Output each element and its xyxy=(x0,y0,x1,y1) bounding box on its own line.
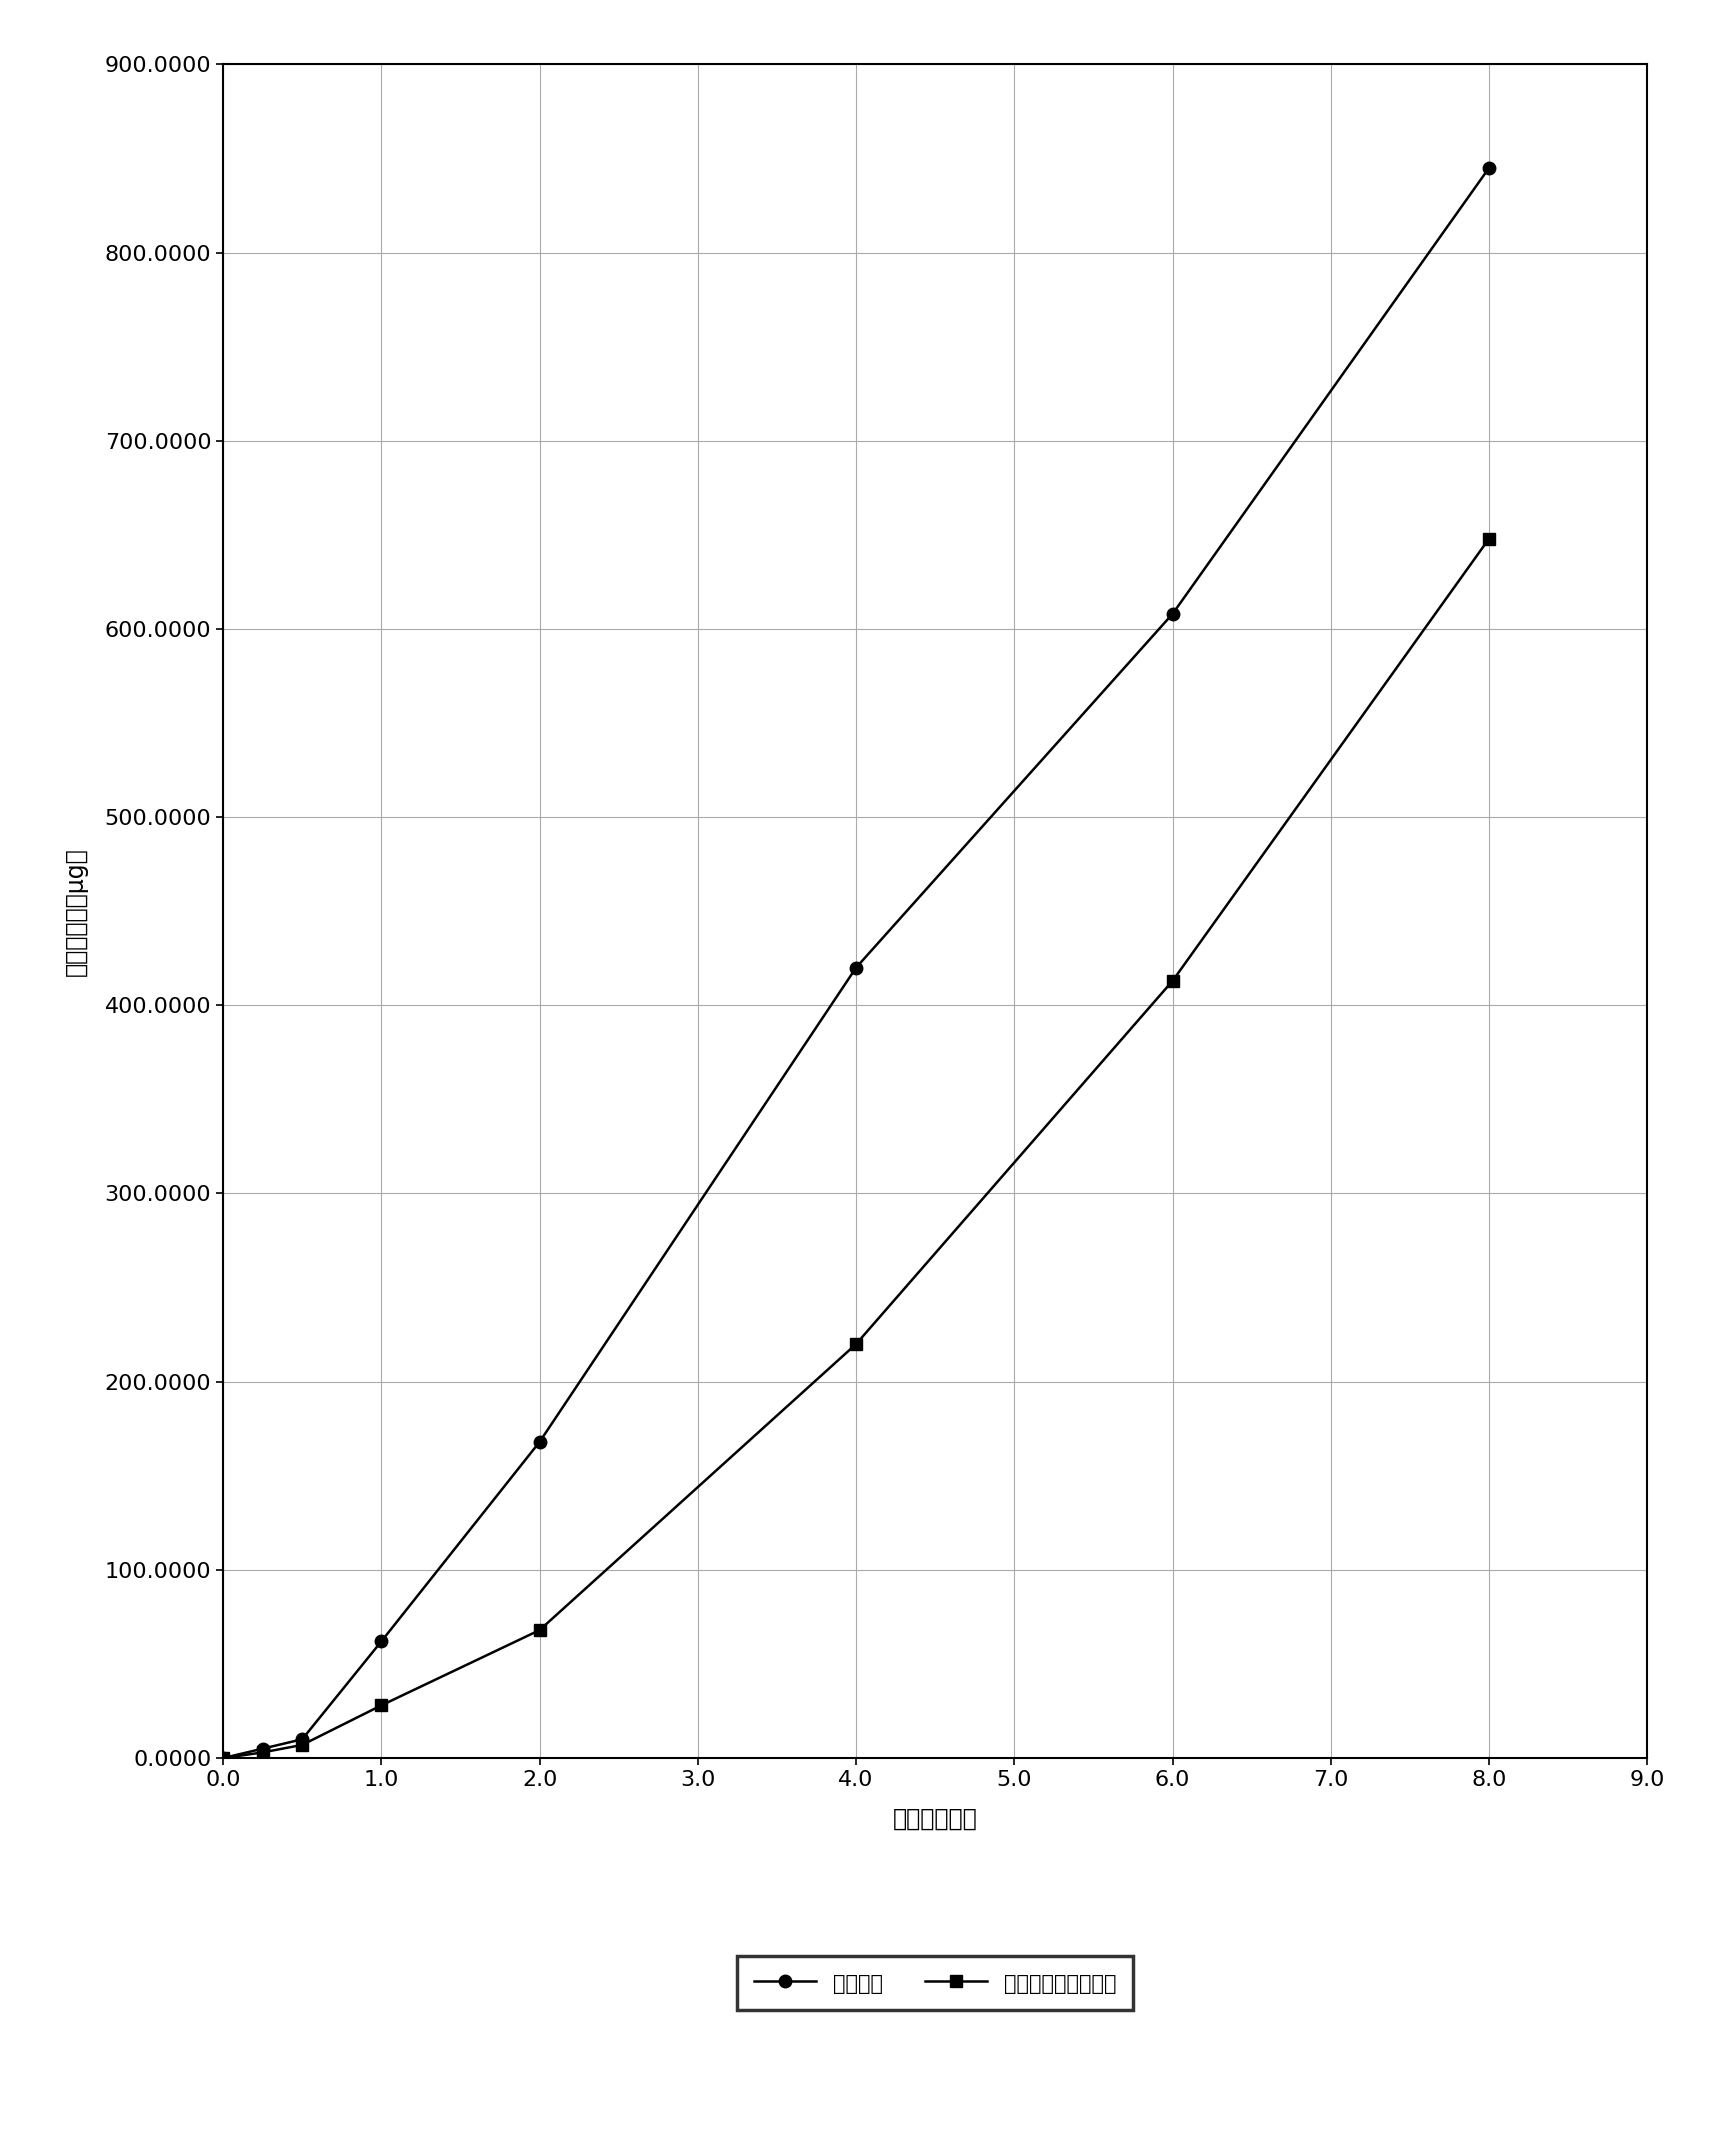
市售样品（扶他林） xyxy=(292,1732,312,1758)
自制样品 xyxy=(846,954,867,980)
市售样品（扶他林） xyxy=(213,1745,233,1771)
自制样品 xyxy=(292,1726,312,1752)
Line: 市售样品（扶他林）: 市售样品（扶他林） xyxy=(216,532,1495,1765)
自制样品 xyxy=(529,1430,549,1456)
自制样品 xyxy=(1162,600,1182,626)
Line: 自制样品: 自制样品 xyxy=(216,161,1495,1765)
自制样品 xyxy=(1479,154,1500,180)
市售样品（扶他林） xyxy=(846,1331,867,1357)
市售样品（扶他林） xyxy=(1479,525,1500,551)
Legend: 自制样品, 市售样品（扶他林）: 自制样品, 市售样品（扶他林） xyxy=(738,1957,1133,2011)
自制样品 xyxy=(252,1737,273,1762)
市售样品（扶他林） xyxy=(371,1692,391,1717)
市售样品（扶他林） xyxy=(252,1739,273,1765)
X-axis label: 时间（小时）: 时间（小时） xyxy=(892,1807,978,1831)
市售样品（扶他林） xyxy=(529,1617,549,1642)
自制样品 xyxy=(213,1745,233,1771)
自制样品 xyxy=(371,1629,391,1655)
Y-axis label: 累积透皮量（μg）: 累积透皮量（μg） xyxy=(63,847,88,976)
市售样品（扶他林） xyxy=(1162,967,1182,993)
